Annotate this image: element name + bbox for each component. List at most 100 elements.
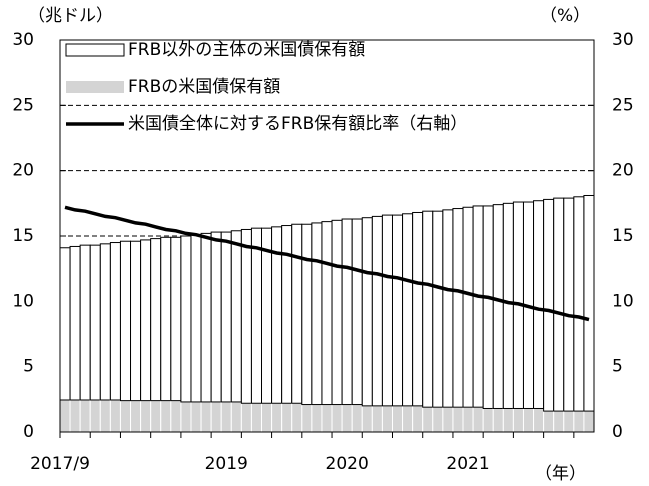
bar [180,401,192,433]
bar [351,218,363,406]
bar [583,194,595,412]
bar [432,406,444,433]
bar [543,410,555,433]
bar [381,405,393,433]
bar [492,204,504,409]
y-tick-label: 30 [12,30,34,50]
y2-tick-label: 25 [612,95,634,115]
y2-tick-label: 20 [612,161,634,181]
bar [563,197,575,412]
bar [200,232,212,403]
y-tick-label: 0 [23,422,34,442]
bar [240,228,252,404]
bar [462,406,474,433]
bar [402,405,414,433]
bar [130,240,142,402]
bar [250,402,263,433]
bar [412,405,424,433]
bar [533,200,545,409]
bar [462,206,474,408]
y-tick-label: 20 [12,161,34,181]
bar [200,401,212,433]
bar [311,404,323,433]
bar [240,402,252,433]
legend-label: 米国債全体に対するFRB保有額比率（右軸） [128,114,467,134]
bar [563,410,575,433]
bar [301,404,313,433]
bar [543,198,555,412]
bar [422,210,434,408]
bar [422,406,434,433]
x-tick-label: 2021 [446,454,489,474]
bar [261,227,273,404]
bar [512,407,524,433]
y-axis-label: （兆ドル） [28,6,113,26]
bar [140,400,152,433]
bar [291,223,303,404]
bar [160,236,172,402]
x-tick-label: 2017/9 [30,454,90,474]
bar [472,205,484,408]
bar [271,402,283,433]
bar [573,410,585,433]
bar [321,404,333,433]
plot-frame [59,39,595,433]
y2-axis-label: （%） [540,6,590,26]
bar [442,209,454,408]
bar [281,402,293,433]
bar [250,227,263,404]
y2-tick-label: 15 [612,226,634,246]
bar [150,238,162,402]
bar [472,406,484,433]
bar [502,407,514,433]
y2-tick-label: 10 [612,291,634,311]
bar [220,401,232,433]
bar [140,239,152,402]
bar [553,410,565,433]
bar [79,244,91,401]
bar [381,214,393,407]
y2-tick-label: 30 [612,30,634,50]
y2-tick-label: 0 [612,422,623,442]
bar [402,213,414,407]
line-series [64,205,590,322]
bar [371,215,383,407]
bar [160,400,172,433]
bar [180,235,192,403]
bar [311,222,323,406]
bar [573,196,585,412]
bar [482,205,494,409]
bar [230,230,242,403]
bar [170,400,182,433]
bar [331,404,343,433]
y-tick-label: 25 [12,95,34,115]
bar [119,400,132,433]
bar [432,210,444,408]
bar [261,402,273,433]
bar [210,401,222,433]
bar [89,244,101,401]
bar [492,407,504,433]
legend-swatch [65,43,125,57]
x-tick-label: 2019 [205,454,248,474]
y2-tick-label: 5 [612,357,623,377]
bar [522,407,535,433]
x-tick-label: 2020 [326,454,369,474]
legend-label: FRB以外の主体の米国債保有額 [128,40,365,60]
bar [583,410,595,433]
bar [331,219,343,406]
bar [230,401,242,433]
legend-swatch [66,81,124,93]
bar [502,202,514,409]
y-tick-label: 5 [23,357,34,377]
bar [210,231,222,403]
bar [130,400,142,433]
bar [150,400,162,433]
bar [109,242,121,401]
bar [59,247,71,401]
bar [99,243,111,401]
bar [220,231,232,403]
bar [190,401,202,433]
bar [109,399,121,433]
bar [59,399,71,433]
